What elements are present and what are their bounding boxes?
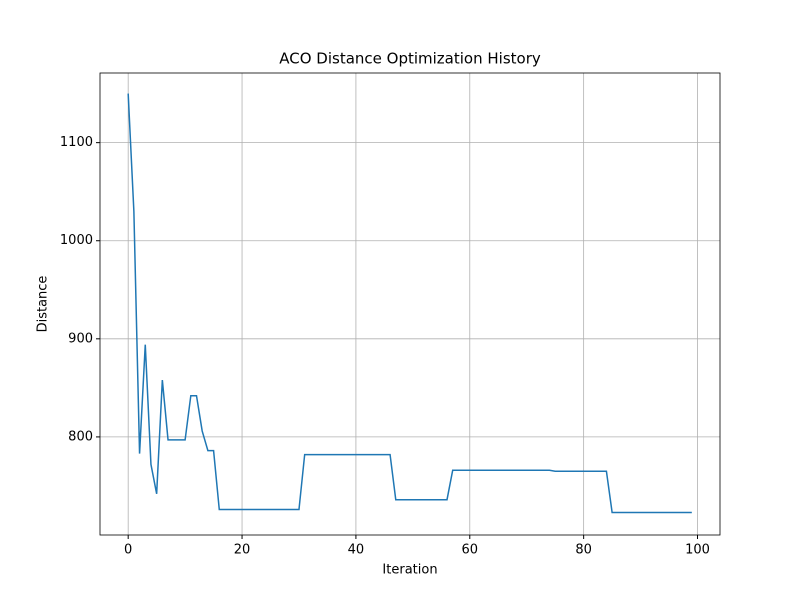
data-line: [127, 93, 692, 514]
y-tick-label: 900: [68, 331, 93, 346]
y-tick-label: 800: [68, 429, 93, 444]
chart-title: ACO Distance Optimization History: [279, 50, 541, 68]
y-tick-label: 1100: [60, 135, 93, 150]
x-tick-label: 40: [348, 543, 365, 558]
x-tick-label: 100: [685, 543, 710, 558]
plot-frame: [99, 72, 721, 536]
x-tick-label: 80: [575, 543, 592, 558]
x-tick-label: 60: [462, 543, 479, 558]
y-axis-label: Distance: [36, 276, 51, 333]
x-tick-label: 0: [124, 543, 132, 558]
y-tick-label: 1000: [60, 233, 93, 248]
x-tick-label: 20: [234, 543, 251, 558]
x-axis-label: Iteration: [382, 563, 437, 578]
